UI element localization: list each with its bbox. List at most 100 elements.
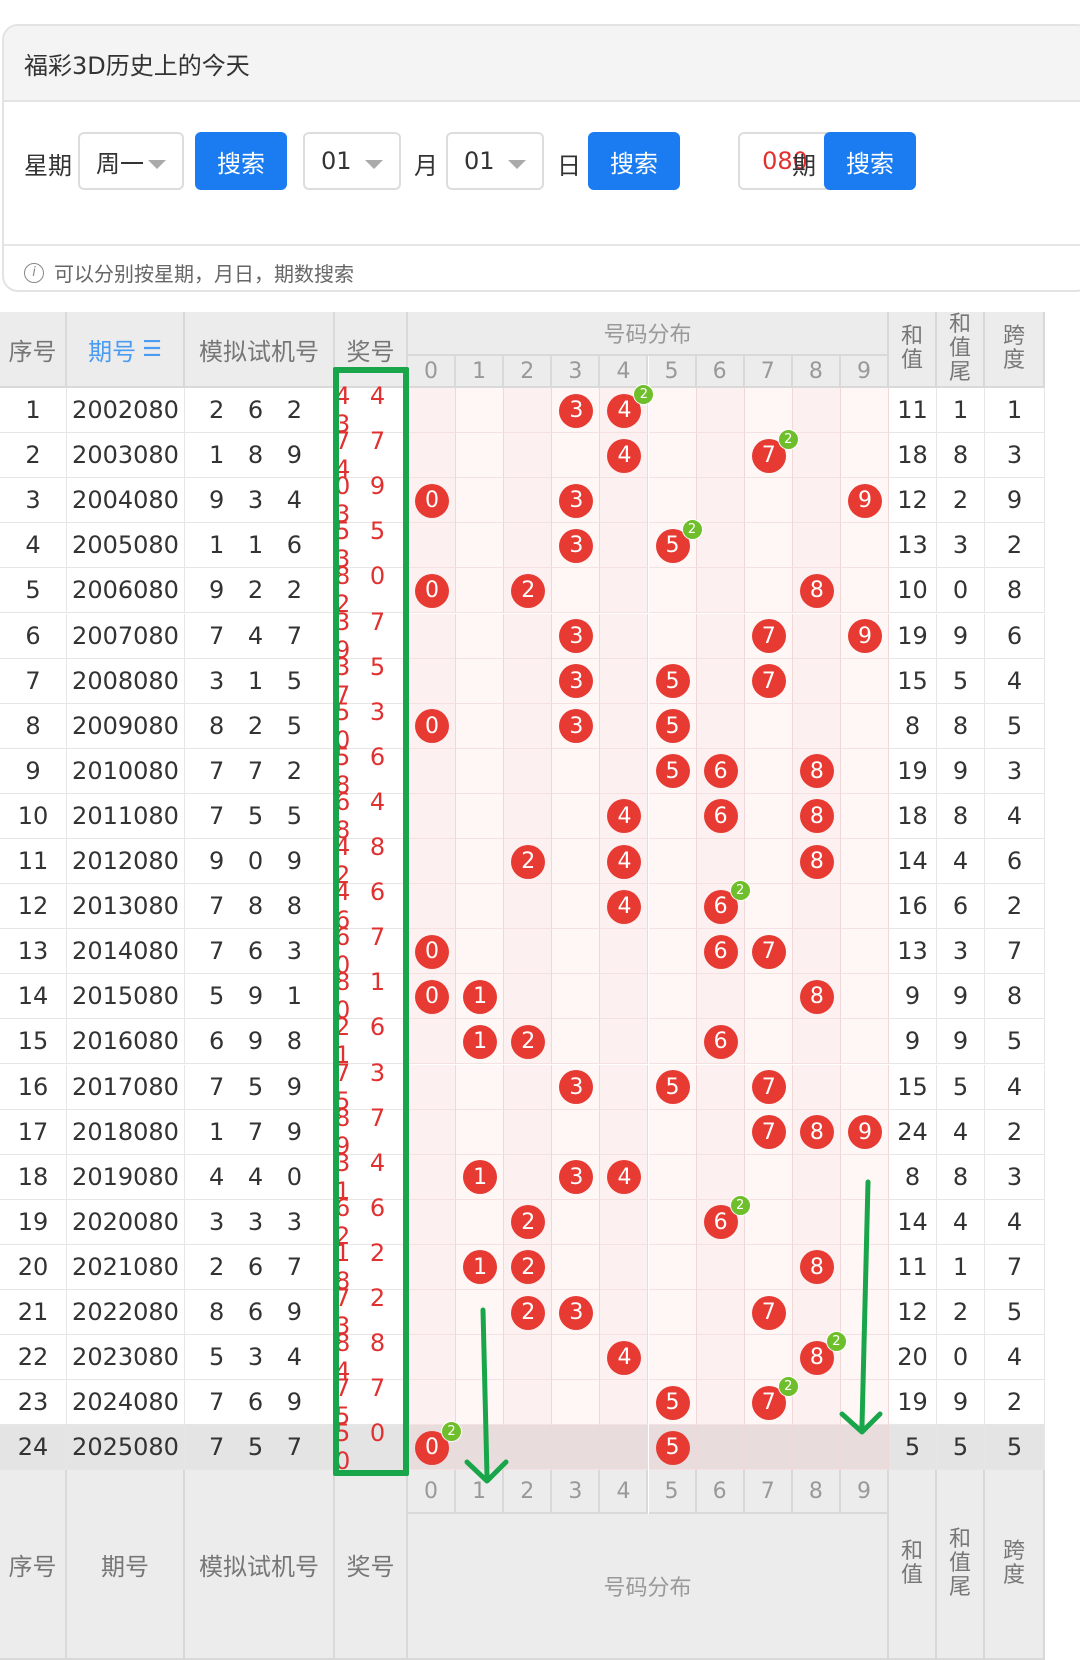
row-sum: 10 [889, 568, 937, 614]
dist-cell [840, 884, 889, 930]
dist-cell [552, 793, 601, 839]
day-select[interactable]: 01 [446, 132, 544, 190]
header-prize: 奖号 [335, 1470, 408, 1660]
row-sum: 13 [889, 523, 937, 569]
row-sum-tail: 9 [937, 1019, 985, 1065]
dist-cell [696, 658, 745, 704]
dist-cell [600, 1199, 649, 1245]
issue-search-button[interactable]: 搜索 [824, 132, 916, 190]
number-ball: 2 [511, 1024, 546, 1059]
row-issue: 2014080 [67, 929, 185, 975]
row-span: 8 [985, 974, 1045, 1020]
dist-cell [456, 523, 505, 569]
row-trial: 5 3 4 [185, 1335, 335, 1381]
dist-cell [648, 1244, 697, 1290]
dist-cell [456, 793, 505, 839]
row-issue: 2003080 [67, 433, 185, 479]
row-issue: 2015080 [67, 974, 185, 1020]
header-digit: 2 [504, 356, 553, 388]
row-sum-tail: 9 [937, 613, 985, 659]
row-index: 16 [0, 1064, 67, 1110]
row-trial: 8 2 5 [185, 703, 335, 749]
dist-cell [648, 974, 697, 1020]
dist-cell [456, 839, 505, 885]
number-ball: 6 [703, 754, 738, 789]
row-span: 5 [985, 1290, 1045, 1336]
dist-cell [600, 974, 649, 1020]
header-span: 跨度 [985, 312, 1045, 388]
row-trial: 8 6 9 [185, 1290, 335, 1336]
date-search-button[interactable]: 搜索 [588, 132, 680, 190]
dist-cell [696, 1335, 745, 1381]
number-ball: 2 [511, 573, 546, 608]
history-search-card: 福彩3D历史上的今天 星期 周一 搜索 01 月 01 日 搜索 080 期 搜… [2, 24, 1080, 292]
number-ball: 4 [607, 438, 642, 473]
dist-cell [792, 703, 841, 749]
dist-cell [456, 658, 505, 704]
dist-cell [744, 388, 793, 434]
issue-input[interactable]: 080 [738, 132, 832, 190]
header-digit: 7 [744, 356, 793, 388]
row-span: 8 [985, 568, 1045, 614]
row-trial: 9 0 9 [185, 839, 335, 885]
number-ball: 4 [607, 799, 642, 834]
dist-cell [744, 1154, 793, 1200]
row-sum: 14 [889, 1199, 937, 1245]
number-ball: 8 [799, 844, 834, 879]
week-select[interactable]: 周一 [78, 132, 184, 190]
dist-cell [552, 1380, 601, 1426]
dist-cell [456, 703, 505, 749]
dist-cell [648, 1199, 697, 1245]
number-ball: 0 [415, 979, 450, 1014]
number-ball: 1 [463, 1250, 498, 1285]
chevron-down-icon [148, 160, 166, 169]
row-trial: 7 7 2 [185, 748, 335, 794]
dist-cell [696, 613, 745, 659]
number-ball: 1 [463, 1160, 498, 1195]
dist-cell [648, 884, 697, 930]
number-ball: 6 [703, 799, 738, 834]
info-icon: i [24, 262, 44, 283]
row-issue: 2013080 [67, 884, 185, 930]
row-trial: 7 5 7 [185, 1425, 335, 1471]
dist-cell [792, 1290, 841, 1336]
repeat-badge: 2 [441, 1420, 463, 1442]
search-tip-text: 可以分别按星期，月日，期数搜索 [54, 262, 354, 286]
row-trial: 2 6 2 [185, 388, 335, 434]
row-sum-tail: 2 [937, 1290, 985, 1336]
row-issue: 2020080 [67, 1199, 185, 1245]
dist-cell [456, 613, 505, 659]
dist-cell [552, 974, 601, 1020]
number-ball: 3 [559, 528, 594, 563]
row-index: 15 [0, 1019, 67, 1065]
dist-cell [840, 748, 889, 794]
row-sum: 18 [889, 793, 937, 839]
dist-cell [792, 433, 841, 479]
dist-cell [504, 703, 553, 749]
header-issue[interactable]: 期号 [67, 1470, 185, 1660]
header-distribution: 号码分布 [408, 1514, 889, 1660]
header-digit: 1 [456, 356, 505, 388]
dist-cell [504, 1425, 553, 1471]
row-span: 4 [985, 793, 1045, 839]
dist-cell [840, 388, 889, 434]
week-search-button[interactable]: 搜索 [195, 132, 287, 190]
header-digit: 3 [552, 1470, 601, 1515]
dist-cell [456, 1109, 505, 1155]
row-issue: 2010080 [67, 748, 185, 794]
row-sum-tail: 4 [937, 1199, 985, 1245]
number-ball: 8 [799, 1250, 834, 1285]
row-index: 4 [0, 523, 67, 569]
row-sum: 16 [889, 884, 937, 930]
dist-cell [648, 929, 697, 975]
row-trial: 9 2 2 [185, 568, 335, 614]
header-sum-tail: 和值尾 [937, 312, 985, 388]
header-digit: 3 [552, 356, 601, 388]
dist-cell [504, 613, 553, 659]
header-issue[interactable]: 期号 ☰ [67, 312, 185, 388]
month-select[interactable]: 01 [303, 132, 401, 190]
row-index: 8 [0, 703, 67, 749]
dist-cell [744, 1425, 793, 1471]
number-ball: 9 [847, 1115, 882, 1150]
dist-cell [840, 1154, 889, 1200]
